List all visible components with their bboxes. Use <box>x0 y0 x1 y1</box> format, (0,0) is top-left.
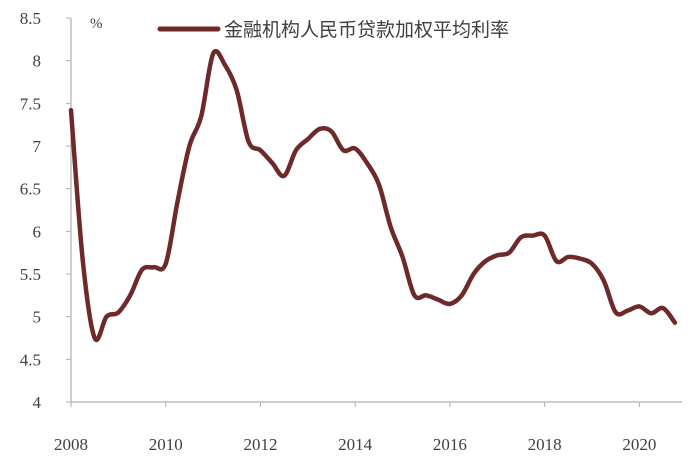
x-tick-label: 2014 <box>338 435 373 454</box>
x-ticks: 2008 2010 2012 2014 2016 2018 2020 <box>54 402 656 454</box>
y-ticks: 4 4.5 5 5.5 6 6.5 7 7.5 8 8.5 <box>20 9 71 412</box>
y-tick-label: 8.5 <box>20 9 41 28</box>
y-tick-label: 7 <box>33 137 42 156</box>
legend-label: 金融机构人民币贷款加权平均利率 <box>224 19 509 41</box>
x-tick-label: 2008 <box>54 435 88 454</box>
series-line <box>68 48 678 343</box>
y-tick-label: 6 <box>33 222 42 241</box>
y-tick-label: 8 <box>33 52 42 71</box>
y-tick-label: 5 <box>33 308 42 327</box>
axes <box>70 18 682 403</box>
x-tick-label: 2018 <box>528 435 562 454</box>
series-layer <box>68 48 678 343</box>
x-tick-label: 2016 <box>433 435 467 454</box>
y-tick-label: 6.5 <box>20 180 41 199</box>
y-unit-label: % <box>90 16 103 32</box>
y-tick-label: 7.5 <box>20 94 41 113</box>
legend: 金融机构人民币贷款加权平均利率 <box>157 19 509 41</box>
y-tick-label: 4 <box>33 393 42 412</box>
x-tick-label: 2012 <box>243 435 277 454</box>
x-tick-label: 2020 <box>622 435 656 454</box>
y-tick-label: 5.5 <box>20 265 41 284</box>
x-tick-label: 2010 <box>149 435 183 454</box>
y-tick-label: 4.5 <box>20 350 41 369</box>
